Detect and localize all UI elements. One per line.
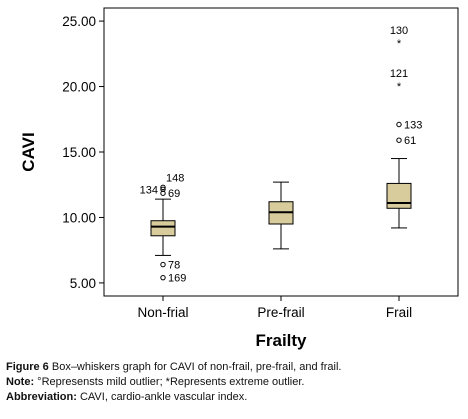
outlier-label: 78 (168, 260, 180, 272)
outlier-marker (160, 190, 166, 196)
caption-abbreviation-text: CAVI, cardio-ankle vascular index. (79, 391, 248, 403)
y-tick-label: 15.00 (62, 145, 96, 160)
caption-note-label: Note: (6, 376, 35, 388)
caption-figure-line: Figure 6 Box–whiskers graph for CAVI of … (6, 360, 462, 375)
x-axis-title: Frailty (255, 331, 307, 350)
caption-note-text: °Represensts mild outlier; *Represents e… (37, 376, 305, 388)
x-tick-label: Pre-frail (257, 305, 304, 320)
outlier-marker (396, 137, 402, 143)
caption-figure-label: Figure 6 (6, 361, 49, 373)
box-plot-chart: 5.00 10.00 15.00 20.00 25.00 Non-frial Pre-fr… (19, 7, 459, 350)
iqr-box (150, 220, 176, 237)
outlier-label: 134 (140, 184, 158, 196)
outlier-marker (160, 274, 166, 281)
extreme-outlier-marker: * (397, 38, 402, 50)
outlier-label: 130 (390, 25, 408, 37)
outlier-label: 169 (168, 273, 186, 285)
caption-figure-text: Box–whiskers graph for CAVI of non-frail… (51, 361, 342, 373)
x-tick-label: Non-frial (137, 305, 188, 320)
x-axis-ticks: Non-frial Pre-frail Frail (137, 296, 412, 320)
figure-caption: Figure 6 Box–whiskers graph for CAVI of … (6, 360, 462, 405)
y-axis-title: CAVI (19, 132, 38, 171)
outlier-label: 121 (390, 68, 408, 80)
box-group (268, 181, 294, 250)
outlier-label: 69 (168, 188, 180, 200)
plot-frame (103, 7, 459, 297)
y-tick-label: 20.00 (62, 80, 96, 95)
outlier-marker (160, 184, 166, 191)
outlier-label: 133 (404, 120, 422, 132)
extreme-outlier-marker: * (397, 81, 402, 93)
y-axis-ticks: 5.00 10.00 15.00 20.00 25.00 (62, 14, 104, 291)
y-tick-label: 5.00 (70, 276, 96, 291)
outlier-label: 148 (166, 172, 184, 184)
outlier-marker (160, 261, 166, 268)
outlier-label: 61 (404, 135, 416, 147)
iqr-box (386, 182, 412, 209)
y-tick-label: 10.00 (62, 210, 96, 225)
x-tick-label: Frail (386, 305, 412, 320)
y-tick-label: 25.00 (62, 14, 96, 29)
caption-note-line: Note: °Represensts mild outlier; *Repres… (6, 375, 462, 390)
caption-abbreviation-line: Abbreviation: CAVI, cardio-ankle vascula… (6, 390, 462, 405)
caption-abbreviation-label: Abbreviation: (6, 391, 77, 403)
outlier-marker (396, 121, 402, 128)
